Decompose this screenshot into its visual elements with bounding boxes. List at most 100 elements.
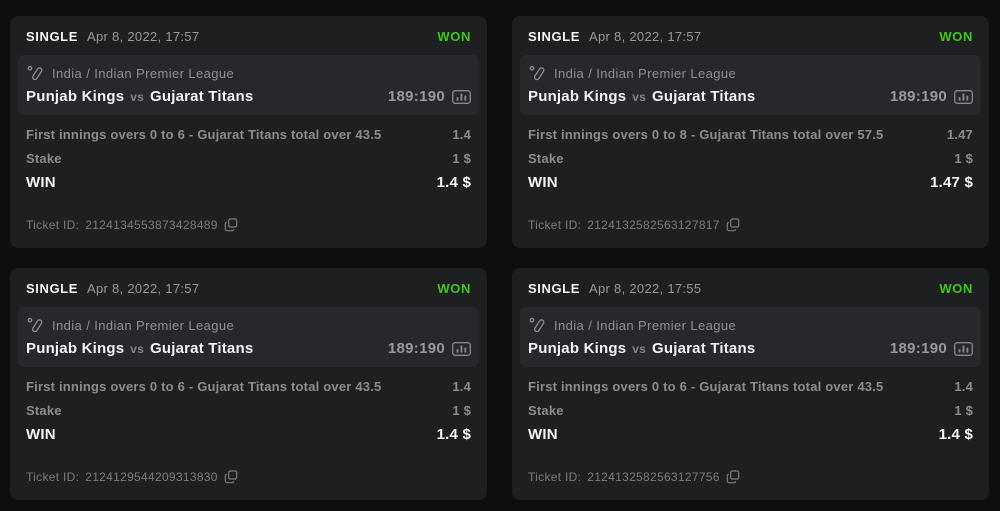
league-row: India / Indian Premier League — [528, 64, 973, 82]
stake-row: Stake 1 $ — [528, 403, 973, 418]
copy-icon[interactable] — [224, 218, 238, 232]
status-badge: WON — [437, 29, 471, 44]
ticket-id-row: Ticket ID: 2124132582563127756 — [528, 470, 973, 484]
league-breadcrumb: India / Indian Premier League — [554, 65, 737, 81]
away-team: Gujarat Titans — [652, 88, 756, 105]
stake-value: 1 $ — [954, 403, 973, 418]
score-wrap: 189:190 — [388, 88, 471, 105]
win-value: 1.4 $ — [436, 174, 471, 191]
win-label: WIN — [26, 426, 56, 443]
stats-icon[interactable] — [452, 89, 471, 104]
bet-datetime: Apr 8, 2022, 17:57 — [87, 281, 200, 296]
ticket-type-and-date: SINGLE Apr 8, 2022, 17:55 — [528, 281, 701, 296]
bet-odds-value: 1.4 — [452, 127, 471, 142]
away-team: Gujarat Titans — [150, 340, 254, 357]
copy-icon[interactable] — [726, 218, 740, 232]
ticket-id-value: 2124129544209313830 — [85, 470, 218, 484]
cricket-icon — [26, 316, 44, 334]
match-score: 189:190 — [387, 340, 445, 357]
bet-type-label: SINGLE — [528, 29, 580, 44]
bet-ticket-card: SINGLE Apr 8, 2022, 17:57 WON India / In… — [10, 16, 487, 248]
win-value: 1.47 $ — [930, 174, 973, 191]
ticket-type-and-date: SINGLE Apr 8, 2022, 17:57 — [26, 281, 199, 296]
teams-row: Punjab Kings vs Gujarat Titans 189:190 — [528, 340, 973, 357]
bet-ticket-card: SINGLE Apr 8, 2022, 17:55 WON India / In… — [512, 268, 989, 500]
stake-value: 1 $ — [452, 151, 471, 166]
match-name: Punjab Kings vs Gujarat Titans — [528, 340, 755, 357]
stake-row: Stake 1 $ — [26, 403, 471, 418]
score-wrap: 189:190 — [388, 340, 471, 357]
teams-row: Punjab Kings vs Gujarat Titans 189:190 — [528, 88, 973, 105]
stake-label: Stake — [26, 403, 62, 418]
cricket-icon — [528, 316, 546, 334]
bet-datetime: Apr 8, 2022, 17:57 — [589, 29, 702, 44]
bet-market-label: First innings overs 0 to 6 - Gujarat Tit… — [26, 379, 382, 394]
match-panel: India / Indian Premier League Punjab Kin… — [520, 55, 981, 115]
home-team: Punjab Kings — [26, 340, 125, 357]
ticket-header: SINGLE Apr 8, 2022, 17:57 WON — [528, 29, 973, 44]
ticket-id-value: 2124132582563127756 — [587, 470, 720, 484]
bet-market-label: First innings overs 0 to 6 - Gujarat Tit… — [528, 379, 884, 394]
copy-icon[interactable] — [224, 470, 238, 484]
bet-datetime: Apr 8, 2022, 17:57 — [87, 29, 200, 44]
match-score: 189:190 — [889, 340, 947, 357]
bet-type-label: SINGLE — [26, 281, 78, 296]
bet-datetime: Apr 8, 2022, 17:55 — [589, 281, 702, 296]
league-row: India / Indian Premier League — [26, 316, 471, 334]
league-breadcrumb: India / Indian Premier League — [554, 317, 737, 333]
win-label: WIN — [26, 174, 56, 191]
ticket-header: SINGLE Apr 8, 2022, 17:57 WON — [26, 29, 471, 44]
status-badge: WON — [939, 281, 973, 296]
ticket-type-and-date: SINGLE Apr 8, 2022, 17:57 — [26, 29, 199, 44]
bet-odds-value: 1.47 — [946, 127, 973, 142]
teams-row: Punjab Kings vs Gujarat Titans 189:190 — [26, 340, 471, 357]
ticket-id-row: Ticket ID: 2124129544209313830 — [26, 470, 471, 484]
league-breadcrumb: India / Indian Premier League — [52, 65, 235, 81]
home-team: Punjab Kings — [26, 88, 125, 105]
bet-odds-value: 1.4 — [954, 379, 973, 394]
home-team: Punjab Kings — [528, 88, 627, 105]
ticket-id-value: 2124132582563127817 — [587, 218, 720, 232]
stats-icon[interactable] — [954, 341, 973, 356]
away-team: Gujarat Titans — [652, 340, 756, 357]
win-value: 1.4 $ — [436, 426, 471, 443]
bet-ticket-card: SINGLE Apr 8, 2022, 17:57 WON India / In… — [512, 16, 989, 248]
match-score: 189:190 — [387, 88, 445, 105]
match-panel: India / Indian Premier League Punjab Kin… — [18, 307, 479, 367]
bet-selection-row: First innings overs 0 to 8 - Gujarat Tit… — [528, 127, 973, 142]
stake-label: Stake — [26, 151, 62, 166]
bet-selection-row: First innings overs 0 to 6 - Gujarat Tit… — [528, 379, 973, 394]
ticket-id-row: Ticket ID: 2124132582563127817 — [528, 218, 973, 232]
stats-icon[interactable] — [452, 341, 471, 356]
win-row: WIN 1.4 $ — [26, 174, 471, 191]
vs-label: vs — [632, 90, 646, 104]
ticket-id-label: Ticket ID: — [528, 218, 582, 232]
stake-value: 1 $ — [954, 151, 973, 166]
stake-label: Stake — [528, 151, 564, 166]
win-row: WIN 1.4 $ — [528, 426, 973, 443]
ticket-id-label: Ticket ID: — [528, 470, 582, 484]
ticket-header: SINGLE Apr 8, 2022, 17:55 WON — [528, 281, 973, 296]
ticket-id-label: Ticket ID: — [26, 470, 80, 484]
ticket-id-label: Ticket ID: — [26, 218, 80, 232]
away-team: Gujarat Titans — [150, 88, 254, 105]
league-breadcrumb: India / Indian Premier League — [52, 317, 235, 333]
match-name: Punjab Kings vs Gujarat Titans — [26, 340, 253, 357]
bet-type-label: SINGLE — [26, 29, 78, 44]
bet-type-label: SINGLE — [528, 281, 580, 296]
copy-icon[interactable] — [726, 470, 740, 484]
vs-label: vs — [130, 90, 144, 104]
vs-label: vs — [632, 342, 646, 356]
cricket-icon — [528, 64, 546, 82]
ticket-id-row: Ticket ID: 2124134553873428489 — [26, 218, 471, 232]
bet-market-label: First innings overs 0 to 6 - Gujarat Tit… — [26, 127, 382, 142]
bet-selection-row: First innings overs 0 to 6 - Gujarat Tit… — [26, 127, 471, 142]
ticket-type-and-date: SINGLE Apr 8, 2022, 17:57 — [528, 29, 701, 44]
match-panel: India / Indian Premier League Punjab Kin… — [18, 55, 479, 115]
match-name: Punjab Kings vs Gujarat Titans — [528, 88, 755, 105]
win-label: WIN — [528, 426, 558, 443]
win-row: WIN 1.4 $ — [26, 426, 471, 443]
bet-ticket-card: SINGLE Apr 8, 2022, 17:57 WON India / In… — [10, 268, 487, 500]
teams-row: Punjab Kings vs Gujarat Titans 189:190 — [26, 88, 471, 105]
stats-icon[interactable] — [954, 89, 973, 104]
